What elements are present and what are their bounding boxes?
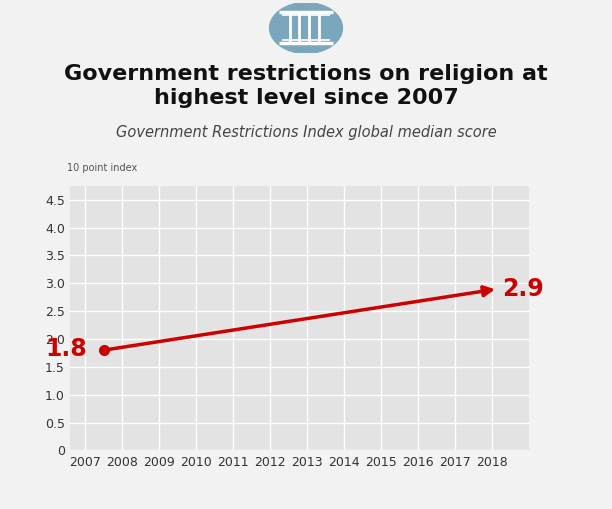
Text: 2.9: 2.9 [502,277,544,301]
Text: 1.8: 1.8 [45,337,87,361]
Text: Government restrictions on religion at
highest level since 2007: Government restrictions on religion at h… [64,64,548,107]
Ellipse shape [269,3,343,53]
Text: Government Restrictions Index global median score: Government Restrictions Index global med… [116,125,496,139]
Text: 10 point index: 10 point index [67,163,138,173]
